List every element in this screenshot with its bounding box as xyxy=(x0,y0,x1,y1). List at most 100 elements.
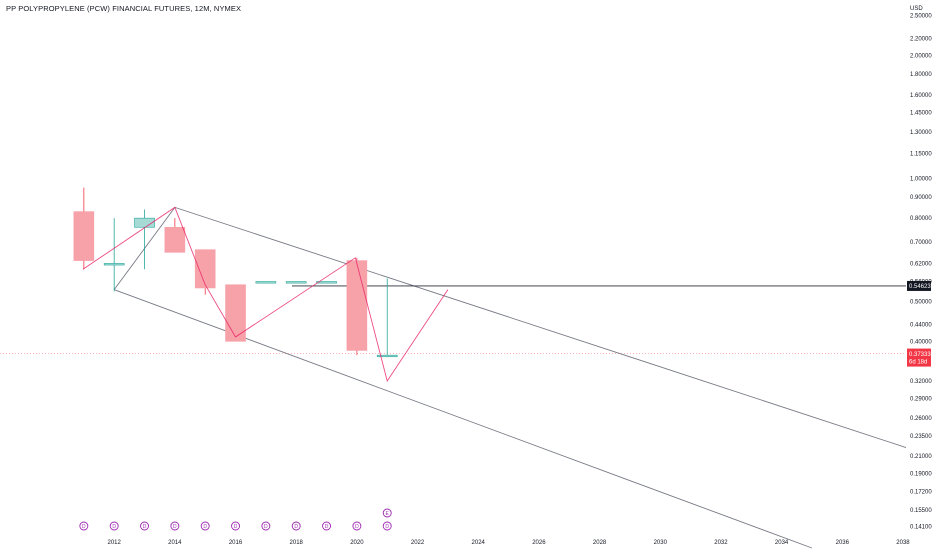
earnings-icon-circle xyxy=(382,508,392,518)
dividend-icon-glyph: D xyxy=(112,524,116,530)
dividend-icon-glyph: D xyxy=(385,524,389,530)
candle-body xyxy=(346,260,368,351)
price-tick-label: 0.32000 xyxy=(910,379,932,385)
last-price-label-bg xyxy=(907,348,931,367)
time-tick-label: 2022 xyxy=(411,540,425,546)
currency-label: USD xyxy=(910,6,923,12)
time-axis[interactable]: 2012 2014 2016 2018 2020 2022 2024 2026 2028 2030… xyxy=(108,540,911,546)
price-tick-label: 0.19000 xyxy=(910,472,932,478)
dividend-icon-circle xyxy=(200,521,210,531)
zigzag-line xyxy=(82,206,449,383)
dividend-icon-circle xyxy=(170,521,180,531)
time-tick-label: 2014 xyxy=(168,540,182,546)
candle xyxy=(346,257,368,356)
dividend-icon-glyph: D xyxy=(82,524,86,530)
dividend-icon-glyph: D xyxy=(203,524,207,530)
price-tick-label: 1.00000 xyxy=(910,176,932,182)
candle-body xyxy=(73,211,95,261)
price-tick-label: 0.14100 xyxy=(910,525,932,531)
line-price-label-text: 0.54623 xyxy=(909,284,931,290)
dividend-icon-circle xyxy=(291,521,301,531)
dividend-icon-circle xyxy=(352,521,362,531)
candle-body xyxy=(376,354,398,358)
time-tick-label: 2032 xyxy=(714,540,728,546)
time-tick-label: 2018 xyxy=(290,540,304,546)
candle-body xyxy=(285,281,307,284)
dividend-icon: D xyxy=(79,521,89,531)
price-tick-label: 1.60000 xyxy=(910,93,932,99)
price-tick-label: 0.15500 xyxy=(910,508,932,514)
dividend-icon: D xyxy=(231,521,240,531)
dividend-icon-glyph: D xyxy=(355,524,359,530)
dividend-icon-glyph: D xyxy=(325,524,329,530)
candle-body xyxy=(316,281,337,284)
price-tick-label: 0.70000 xyxy=(910,240,932,246)
dividend-icon-glyph: D xyxy=(173,524,177,530)
price-tick-label: 2.00000 xyxy=(910,53,932,59)
dividend-icon-circle xyxy=(109,521,119,531)
candle xyxy=(225,284,246,342)
price-tick-label: 0.23500 xyxy=(910,434,932,440)
price-tick-label: 0.17200 xyxy=(910,489,932,495)
dividend-icon-circle xyxy=(231,521,240,531)
dividend-icon: D xyxy=(200,521,210,531)
time-tick-label: 2026 xyxy=(532,540,546,546)
time-tick-label: 2034 xyxy=(775,540,789,546)
channel-upper-line xyxy=(174,206,907,448)
chart-title: PP POLYPROPYLENE (PCW) FINANCIAL FUTURES… xyxy=(6,4,242,13)
candle xyxy=(255,281,277,284)
candle xyxy=(285,281,307,284)
dividend-icon: D xyxy=(382,521,392,531)
dividend-icon: D xyxy=(170,521,180,531)
time-tick-label: 2024 xyxy=(472,540,486,546)
dividend-icon-glyph: D xyxy=(294,524,298,530)
price-axis[interactable]: USD 2.50000 2.20000 2.00000 1.80000 1.60000 1… xyxy=(907,6,932,531)
candle-body xyxy=(194,249,216,289)
line-price-label-bg xyxy=(907,280,931,291)
dividend-icon-circle xyxy=(382,521,392,531)
candle xyxy=(194,249,216,295)
candle xyxy=(73,187,95,270)
candle xyxy=(164,218,186,253)
time-tick-label: 2020 xyxy=(350,540,364,546)
time-tick-label: 2036 xyxy=(836,540,850,546)
price-tick-label: 1.30000 xyxy=(910,130,932,136)
dividend-icon-glyph: D xyxy=(264,524,268,530)
candlestick-series xyxy=(73,187,398,358)
dividend-icon-glyph: D xyxy=(143,524,147,530)
price-tick-label: 0.21000 xyxy=(910,454,932,460)
dividend-icon: D xyxy=(140,521,149,531)
dividend-icon-circle xyxy=(79,521,89,531)
candle xyxy=(376,278,398,358)
channel-drawing[interactable] xyxy=(113,206,907,549)
time-tick-label: 2012 xyxy=(108,540,122,546)
price-tick-label: 0.26000 xyxy=(910,416,932,422)
earnings-icon: E xyxy=(382,508,392,518)
dividend-icon: D xyxy=(291,521,301,531)
dividend-icon: D xyxy=(352,521,362,531)
candle-body xyxy=(164,226,186,253)
price-tick-label: 1.80000 xyxy=(910,72,932,78)
zigzag-pattern-drawing[interactable] xyxy=(82,206,449,383)
price-tick-label: 0.50000 xyxy=(910,300,932,306)
candle xyxy=(103,218,125,292)
time-tick-label: 2028 xyxy=(593,540,607,546)
price-tick-label: 0.62000 xyxy=(910,261,932,267)
candle xyxy=(316,281,337,284)
candle-body xyxy=(225,284,246,342)
dividend-icon: D xyxy=(261,521,271,531)
earnings-icon-glyph: E xyxy=(386,511,390,517)
price-tick-label: 0.80000 xyxy=(910,216,932,222)
dividend-icon: D xyxy=(322,521,331,531)
price-tick-label: 2.50000 xyxy=(910,14,932,20)
price-tick-label: 1.45000 xyxy=(910,110,932,116)
price-tick-label: 0.90000 xyxy=(910,195,932,201)
dividend-icon-glyph: D xyxy=(234,524,238,530)
price-tick-label: 0.44000 xyxy=(910,322,932,328)
price-tick-label: 1.15000 xyxy=(910,152,932,158)
dividend-icon-circle xyxy=(322,521,331,531)
time-tick-label: 2016 xyxy=(229,540,243,546)
dividend-icon-circle xyxy=(140,521,149,531)
horizontal-line-drawing[interactable] xyxy=(0,285,906,354)
